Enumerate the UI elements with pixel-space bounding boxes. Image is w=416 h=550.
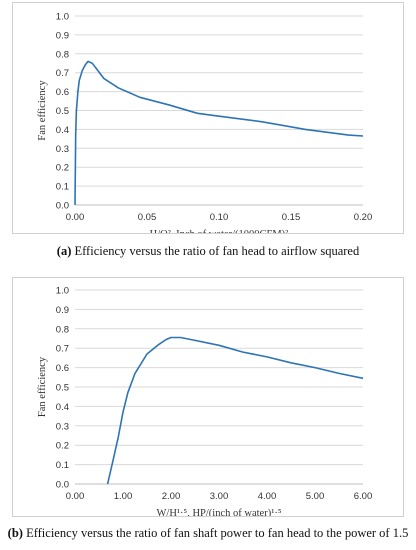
chart-b-x-tick-label: 2.00 xyxy=(162,491,181,502)
chart-b-x-tick-label: 4.00 xyxy=(258,491,277,502)
chart-area-b: 0.0 0.1 0.2 0.3 0.4 0.5 0.6 0.7 0.8 0.9 1.0 0.00 1.0… xyxy=(12,277,404,517)
chart-a-series-line xyxy=(74,60,364,206)
chart-b-y-tick-label: 0.1 xyxy=(56,460,69,471)
chart-a-y-tick-label: 0.8 xyxy=(56,49,69,60)
chart-b-y-axis-title: Fan efficiency xyxy=(37,356,48,417)
caption-b-letter: (b) xyxy=(7,526,23,540)
chart-a-y-tick-label: 0.7 xyxy=(56,68,69,79)
chart-b-x-axis-title: W/H¹·⁵, HP/(inch of water)¹·⁵ xyxy=(157,508,282,516)
chart-b-y-tick-label: 0.2 xyxy=(56,441,69,452)
chart-a-x-axis-title: H/Q², Inch of water/(1000CFM)² xyxy=(150,229,289,233)
chart-b-x-tick-label: 1.00 xyxy=(114,491,133,502)
chart-area-a: 0.0 0.1 0.2 0.3 0.4 0.5 0.6 0.7 0.8 0.9 1.0 0.00 0.0… xyxy=(12,2,404,234)
chart-b-x-tick-label: 0.00 xyxy=(66,491,85,502)
caption-a-text: Efficiency versus the ratio of fan head … xyxy=(74,244,360,258)
chart-b-y-tick-label: 0.0 xyxy=(56,480,69,491)
chart-b-series-line xyxy=(106,336,364,485)
chart-a-y-axis-title: Fan efficiency xyxy=(37,80,48,141)
chart-a-x-tick-label: 0.10 xyxy=(210,212,229,223)
chart-panel-b: 0.0 0.1 0.2 0.3 0.4 0.5 0.6 0.7 0.8 0.9 1.0 0.00 1.0… xyxy=(0,275,416,550)
chart-a-y-tick-label: 0.2 xyxy=(56,163,69,174)
chart-a-y-tick-label: 0.3 xyxy=(56,144,69,155)
chart-a-y-tick-label: 0.6 xyxy=(56,87,69,98)
chart-b-y-tick-label: 0.3 xyxy=(56,421,69,432)
caption-a: (a) Efficiency versus the ratio of fan h… xyxy=(0,244,416,259)
chart-b-svg: 0.0 0.1 0.2 0.3 0.4 0.5 0.6 0.7 0.8 0.9 1.0 0.00 1.0… xyxy=(37,286,373,517)
chart-b-x-tick-label: 6.00 xyxy=(354,491,373,502)
chart-b-y-tick-label: 0.5 xyxy=(56,383,69,394)
chart-b-x-tick-label: 5.00 xyxy=(306,491,325,502)
chart-a-y-tick-label: 0.9 xyxy=(56,30,69,41)
caption-a-letter: (a) xyxy=(56,244,72,258)
chart-a-y-tick-label: 0.1 xyxy=(56,182,69,193)
chart-b-y-tick-label: 0.8 xyxy=(56,324,69,335)
chart-a-y-tick-label: 0.5 xyxy=(56,106,69,117)
chart-a-x-tick-label: 0.15 xyxy=(282,212,301,223)
chart-a-x-tick-label: 0.20 xyxy=(354,212,373,223)
chart-b-y-tick-label: 0.4 xyxy=(56,402,69,413)
chart-b-y-tick-label: 0.9 xyxy=(56,305,69,316)
chart-a-x-tick-label: 0.05 xyxy=(138,212,157,223)
chart-a-x-tick-label: 0.00 xyxy=(66,212,85,223)
caption-b: (b) Efficiency versus the ratio of fan s… xyxy=(0,526,416,541)
chart-panel-a: 0.0 0.1 0.2 0.3 0.4 0.5 0.6 0.7 0.8 0.9 1.0 0.00 0.0… xyxy=(0,0,416,265)
chart-b-y-tick-label: 0.7 xyxy=(56,344,69,355)
chart-a-svg: 0.0 0.1 0.2 0.3 0.4 0.5 0.6 0.7 0.8 0.9 1.0 0.00 0.0… xyxy=(37,12,373,234)
caption-b-text: Efficiency versus the ratio of fan shaft… xyxy=(26,526,409,540)
chart-a-y-tick-label: 1.0 xyxy=(56,12,69,23)
chart-a-y-tick-label: 0.4 xyxy=(56,125,69,136)
chart-b-x-tick-label: 3.00 xyxy=(210,491,229,502)
chart-b-y-tick-label: 1.0 xyxy=(56,286,69,297)
chart-b-y-tick-label: 0.6 xyxy=(56,363,69,374)
chart-a-y-tick-label: 0.0 xyxy=(56,201,69,212)
